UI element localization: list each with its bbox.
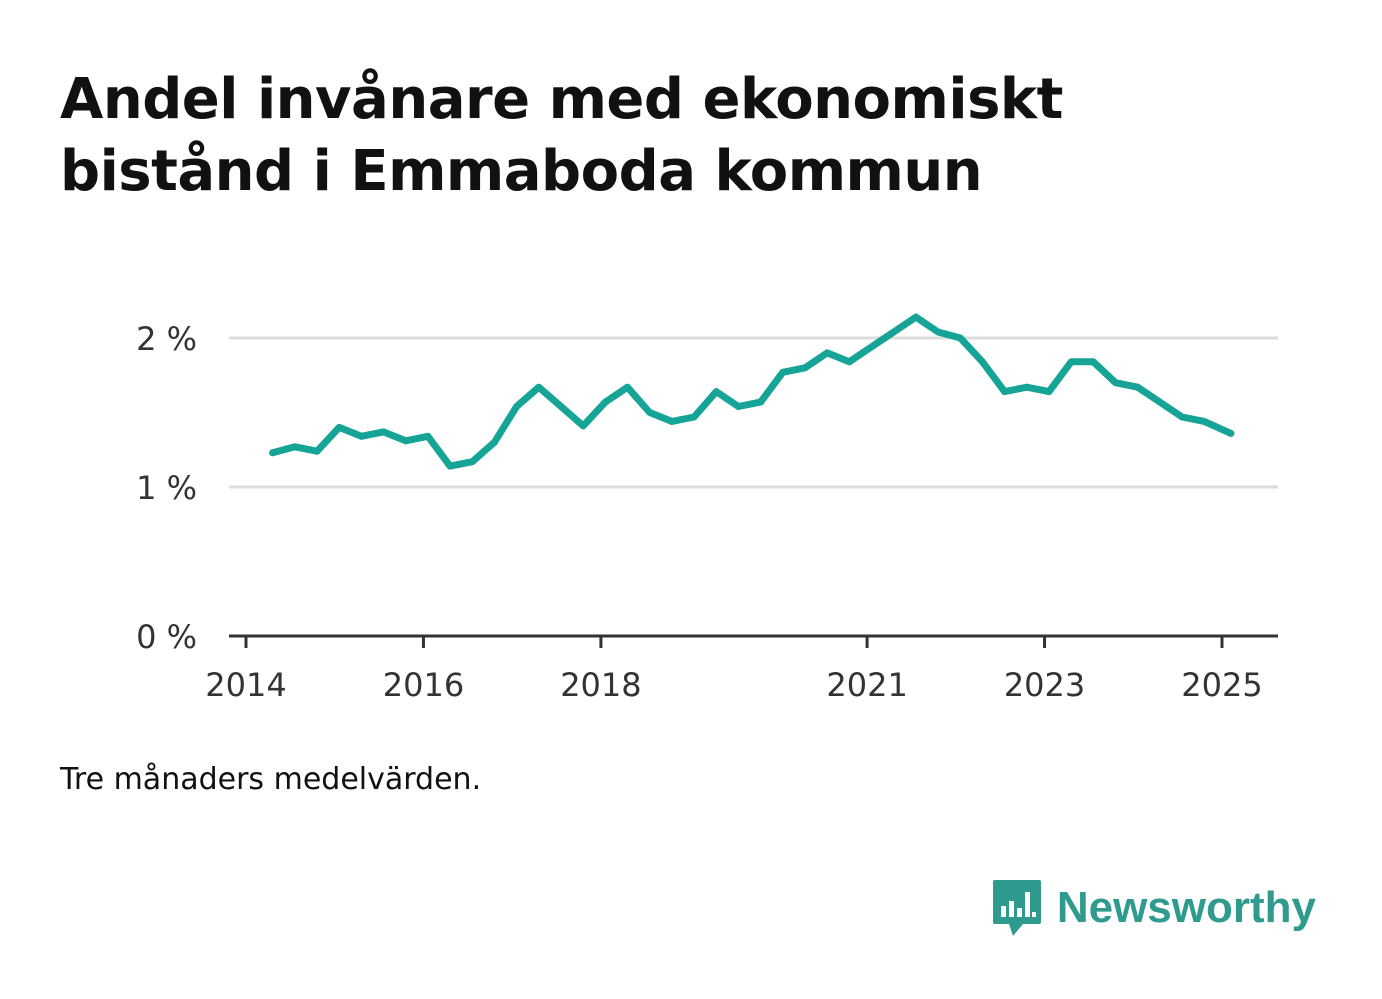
data-point — [624, 383, 631, 391]
data-point — [513, 403, 521, 410]
data-point — [1178, 413, 1186, 421]
x-tick-label: 2021 — [826, 666, 907, 704]
data-point — [823, 349, 831, 357]
data-point — [845, 358, 853, 366]
data-point — [712, 388, 720, 396]
data-point — [1227, 429, 1235, 437]
data-point — [446, 462, 454, 470]
data-point — [491, 438, 498, 446]
data-point — [735, 403, 742, 410]
data-point — [1112, 379, 1119, 387]
data-point — [690, 413, 698, 421]
data-point — [380, 428, 387, 436]
data-point — [579, 422, 587, 430]
data-point — [402, 437, 410, 445]
data-point — [757, 398, 765, 406]
data-point — [335, 424, 343, 431]
data-point — [313, 447, 321, 455]
data-point — [934, 328, 942, 336]
data-point — [1045, 388, 1053, 396]
data-point — [868, 343, 875, 351]
brand-name: Newsworthy — [1056, 883, 1316, 932]
newsworthy-logo-icon — [992, 880, 1041, 936]
data-point — [979, 358, 986, 366]
data-point — [291, 443, 299, 451]
chart-title: Andel invånare med ekonomiskt bistånd i … — [60, 64, 1260, 208]
data-point — [956, 334, 964, 342]
chart-footnote: Tre månaders medelvärden. — [60, 762, 482, 797]
x-tick-label: 2025 — [1181, 666, 1262, 704]
data-point — [801, 364, 809, 372]
data-point — [1089, 358, 1097, 366]
y-tick-label: 2 % — [136, 320, 197, 358]
data-point — [1023, 383, 1031, 391]
data-point — [912, 313, 920, 321]
data-point — [1156, 398, 1164, 406]
data-point — [468, 458, 476, 466]
data-point — [1200, 418, 1208, 425]
data-point — [890, 328, 898, 336]
chart-title-line-2: bistånd i Emmaboda kommun — [60, 139, 983, 204]
y-tick-label: 0 % — [136, 618, 197, 656]
data-point — [1067, 358, 1075, 366]
x-tick-label: 2018 — [560, 666, 641, 704]
data-point — [646, 409, 654, 416]
data-point — [557, 403, 565, 410]
data-point — [601, 398, 609, 406]
brand-logo[interactable]: Newsworthy — [991, 878, 1316, 938]
chart-title-line-1: Andel invånare med ekonomiskt — [60, 67, 1063, 132]
data-point — [357, 432, 365, 440]
data-point — [424, 432, 432, 440]
x-tick-label: 2014 — [205, 666, 286, 704]
x-tick-label: 2016 — [383, 666, 464, 704]
x-tick-label: 2023 — [1004, 666, 1085, 704]
data-point — [269, 449, 277, 457]
data-point — [668, 418, 676, 425]
data-point — [1001, 388, 1009, 396]
series-line — [269, 313, 1235, 470]
y-tick-label: 1 % — [136, 469, 197, 507]
data-point — [1134, 383, 1142, 391]
data-point — [535, 383, 543, 391]
data-point — [779, 368, 787, 376]
